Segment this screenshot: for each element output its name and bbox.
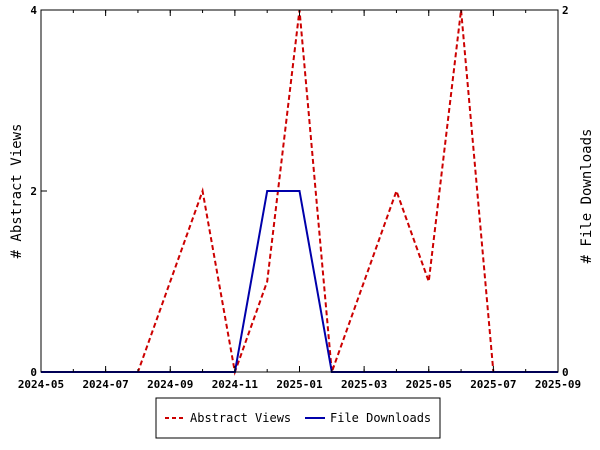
y-left-tick-label: 2 (30, 185, 37, 198)
x-tick-label: 2025-05 (406, 378, 452, 391)
y-left-tick-label: 0 (30, 366, 37, 379)
legend-label-file-downloads: File Downloads (330, 411, 431, 425)
y-left-tick-label: 4 (30, 4, 37, 17)
x-tick-label: 2024-07 (82, 378, 128, 391)
chart-series (41, 9, 558, 376)
y-right-tick-label: 2 (562, 4, 569, 17)
chart-ticks: 2024-05 2024-07 2024-09 2024-11 2025-01 2025-… (18, 4, 581, 391)
x-tick-label: 2025-07 (470, 378, 516, 391)
legend: Abstract Views File Downloads (155, 397, 441, 439)
y-axis-left-title: # Abstract Views (9, 124, 25, 259)
x-tick-label: 2025-01 (276, 378, 323, 391)
x-tick-label: 2025-03 (341, 378, 387, 391)
legend-label-abstract-views: Abstract Views (190, 411, 291, 425)
y-axis-right-title: # File Downloads (579, 129, 595, 264)
legend-box (155, 397, 441, 439)
x-tick-label: 2024-11 (212, 378, 259, 391)
x-tick-label: 2024-05 (18, 378, 64, 391)
x-tick-label: 2025-09 (535, 378, 581, 391)
y-right-tick-label: 0 (562, 366, 569, 379)
x-tick-label: 2024-09 (147, 378, 193, 391)
